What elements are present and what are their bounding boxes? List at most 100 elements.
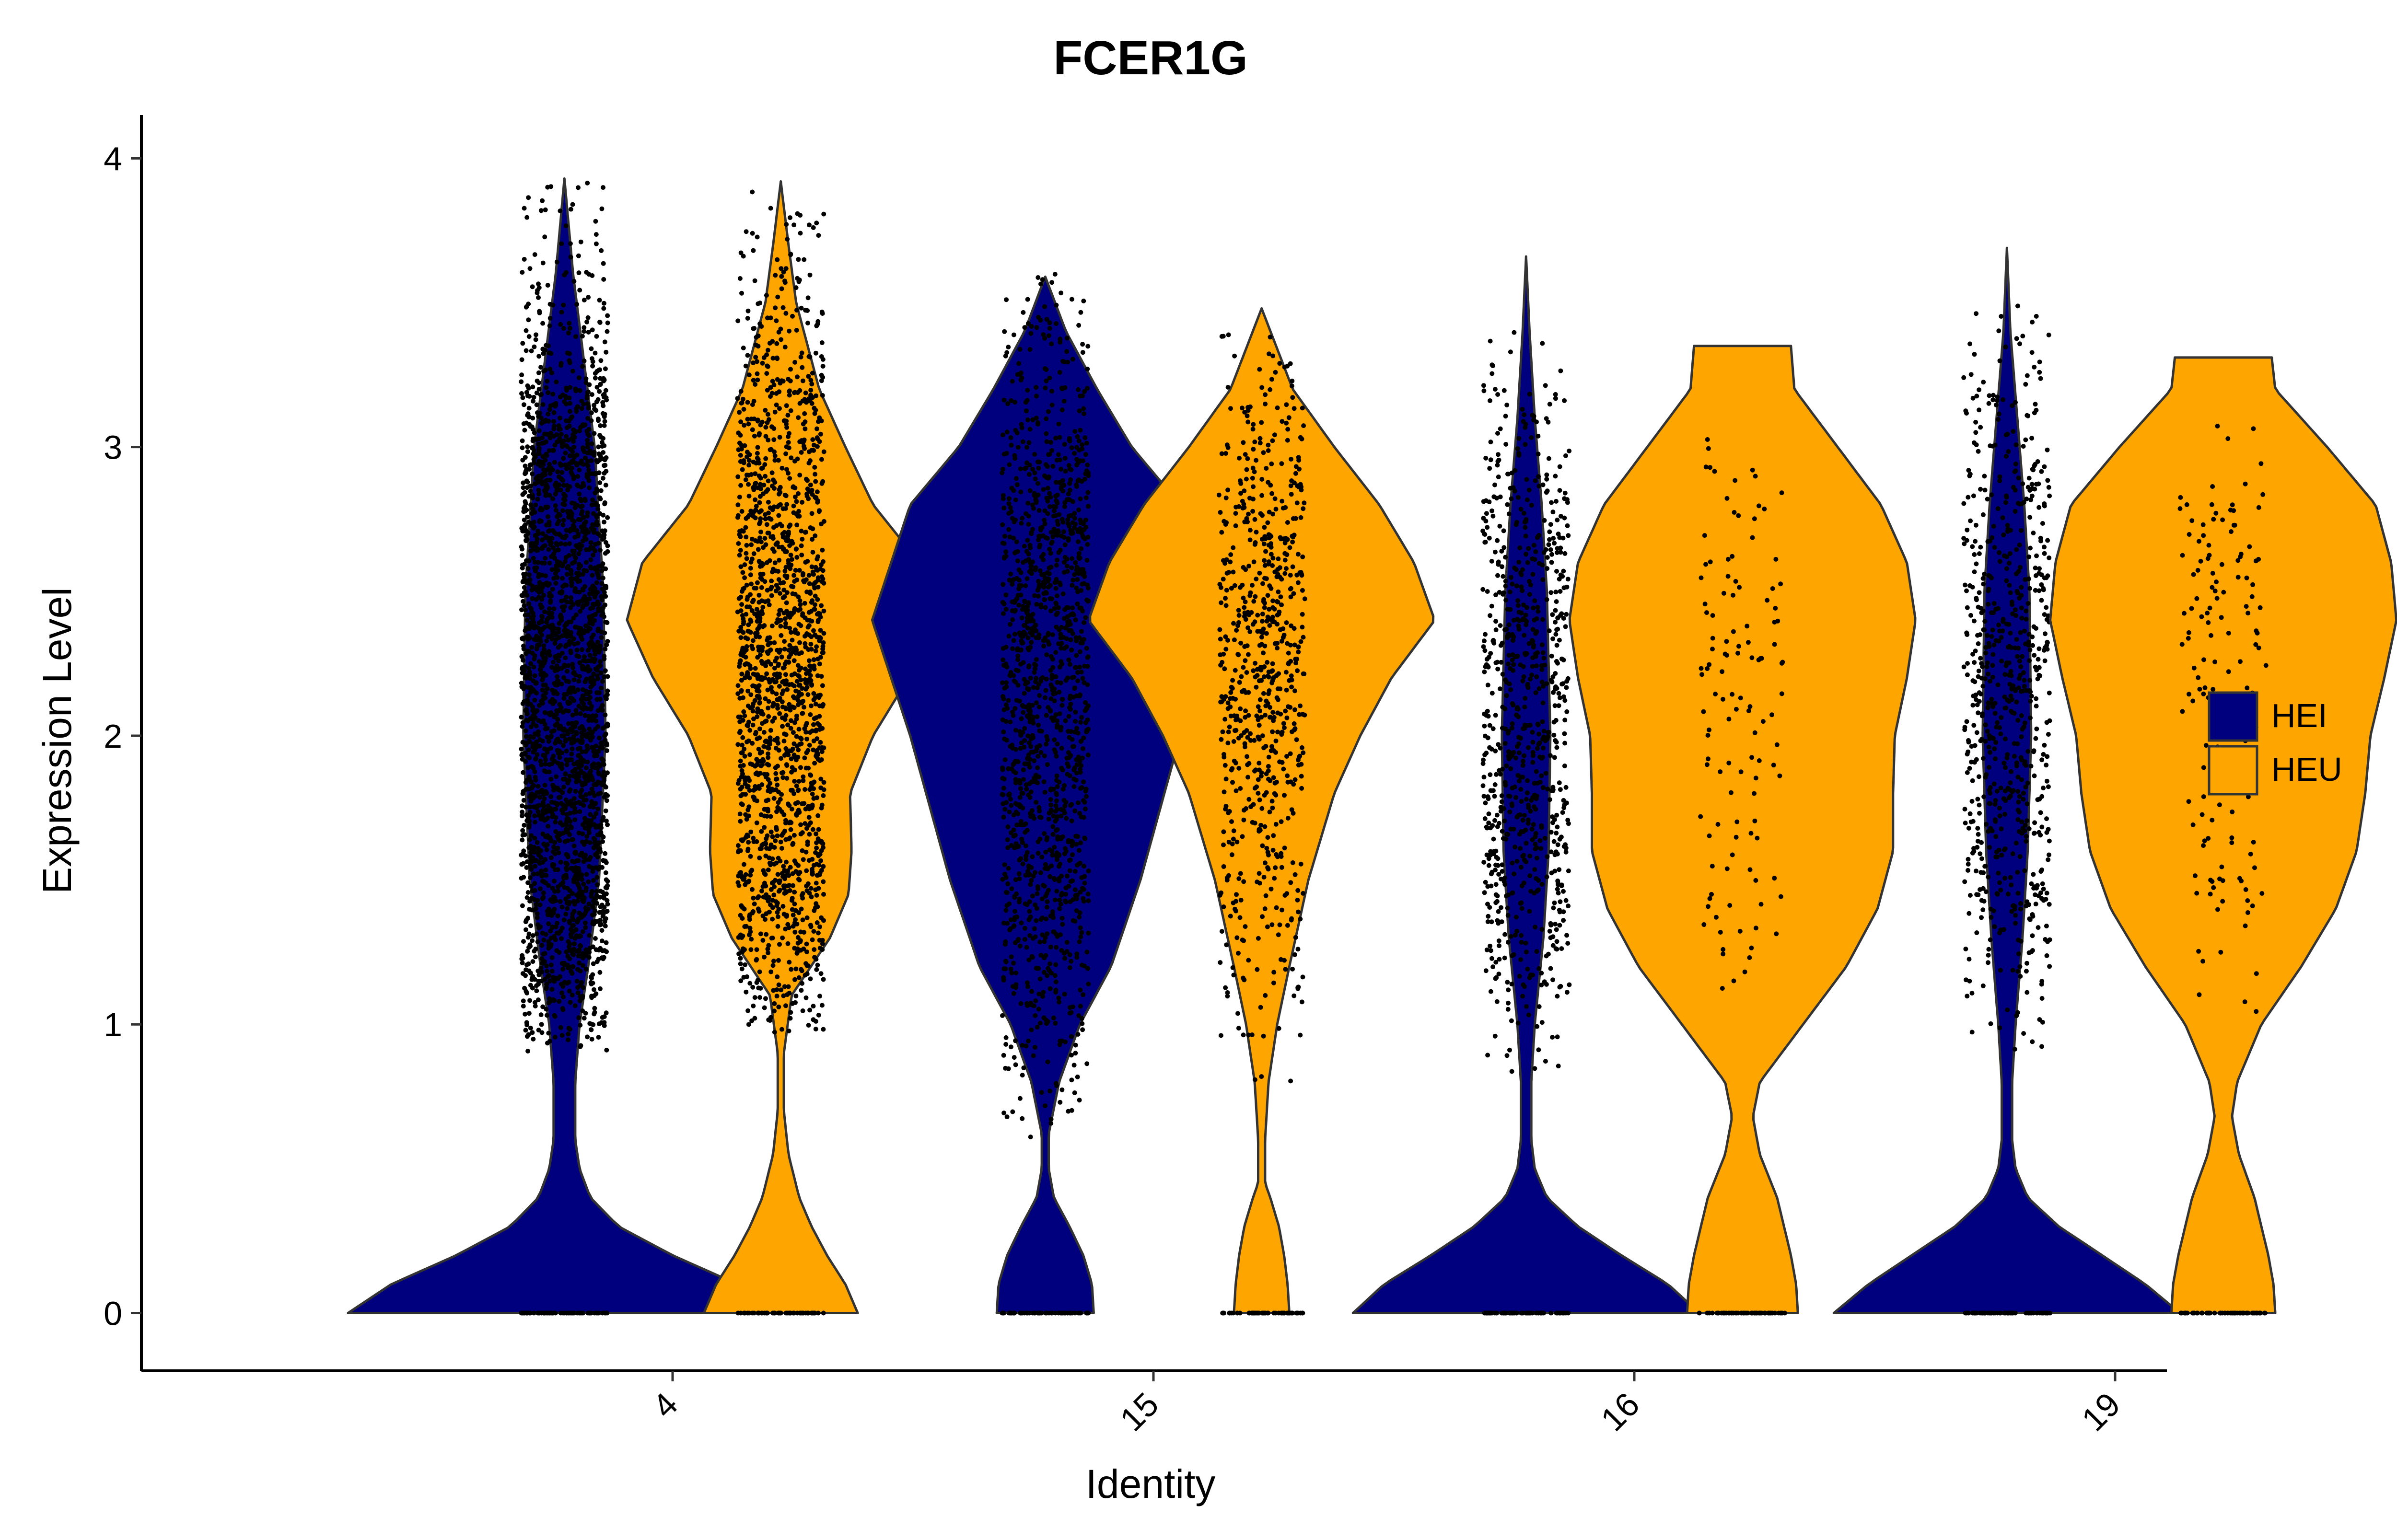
dot: [566, 438, 571, 443]
dot: [1085, 542, 1090, 547]
dot: [541, 792, 546, 797]
dot: [601, 834, 606, 840]
dot: [530, 938, 535, 943]
dot: [531, 398, 535, 404]
dot: [1018, 1001, 1024, 1006]
dot: [808, 642, 814, 647]
dot: [533, 337, 538, 342]
dot: [583, 560, 589, 565]
dot: [529, 587, 535, 592]
dot: [579, 980, 584, 985]
dot: [577, 288, 582, 293]
dot: [519, 876, 524, 881]
dot: [528, 923, 533, 928]
dot: [805, 321, 810, 325]
dot: [577, 660, 582, 665]
dot: [735, 683, 741, 688]
dot: [757, 431, 762, 436]
dot: [757, 969, 762, 974]
dot: [745, 807, 751, 812]
dot: [547, 323, 552, 328]
dot: [564, 434, 569, 439]
dot: [585, 731, 591, 737]
dot: [776, 569, 781, 574]
dot: [525, 566, 531, 571]
dot: [815, 597, 820, 602]
dot: [780, 465, 785, 471]
dot: [740, 875, 745, 880]
dot: [741, 460, 746, 465]
dot: [1074, 951, 1080, 957]
dot: [560, 522, 566, 527]
dot: [789, 967, 794, 972]
dot: [574, 452, 580, 458]
dot: [819, 674, 824, 679]
dot: [576, 679, 582, 684]
dot: [1081, 746, 1085, 751]
dot: [784, 914, 789, 919]
dot: [524, 618, 530, 623]
dot: [764, 798, 769, 803]
dot: [526, 1011, 532, 1016]
dot: [602, 339, 607, 345]
dot: [775, 706, 780, 711]
dot: [570, 685, 576, 690]
dot: [1070, 556, 1074, 561]
dot: [776, 330, 781, 335]
dot: [575, 967, 581, 972]
dot: [590, 363, 595, 369]
dot: [801, 857, 806, 862]
dot: [527, 822, 532, 828]
dot: [596, 957, 601, 961]
dot: [805, 881, 811, 886]
dot: [555, 921, 560, 926]
dot: [759, 585, 764, 590]
dot: [748, 854, 753, 859]
dot: [526, 666, 531, 671]
dot: [585, 510, 590, 515]
dot: [553, 829, 559, 834]
dot: [600, 411, 605, 416]
dot: [774, 318, 779, 324]
dot: [571, 278, 577, 284]
dot: [779, 809, 784, 814]
dot: [1003, 607, 1009, 612]
dot: [552, 851, 558, 857]
dot: [580, 795, 585, 800]
dot: [605, 515, 610, 520]
dot: [1076, 848, 1082, 853]
dot: [539, 1022, 544, 1027]
dot: [544, 986, 549, 991]
dot: [520, 395, 525, 400]
dot: [764, 932, 769, 937]
dot: [815, 444, 820, 449]
dot: [551, 997, 556, 1002]
dot: [604, 748, 609, 753]
dot: [1065, 564, 1070, 568]
dot: [529, 645, 535, 650]
dot: [1073, 1042, 1078, 1048]
dot: [576, 517, 581, 522]
dot: [551, 753, 556, 759]
dot: [544, 343, 549, 348]
dot: [785, 922, 791, 927]
dot: [546, 514, 550, 519]
dot: [808, 773, 814, 778]
dot: [782, 278, 787, 284]
dot: [768, 647, 773, 652]
dot: [599, 568, 605, 574]
dot-zero: [567, 1310, 572, 1316]
dot: [1048, 1117, 1054, 1122]
dot: [567, 423, 572, 428]
dot: [593, 490, 598, 496]
dot: [762, 1005, 767, 1010]
dot: [547, 520, 552, 525]
dot: [805, 625, 811, 630]
dot: [539, 1030, 545, 1035]
dot: [570, 947, 575, 952]
dot: [598, 533, 603, 538]
dot: [574, 858, 580, 863]
dot: [546, 418, 551, 424]
dot: [566, 418, 571, 424]
dot: [755, 762, 760, 767]
